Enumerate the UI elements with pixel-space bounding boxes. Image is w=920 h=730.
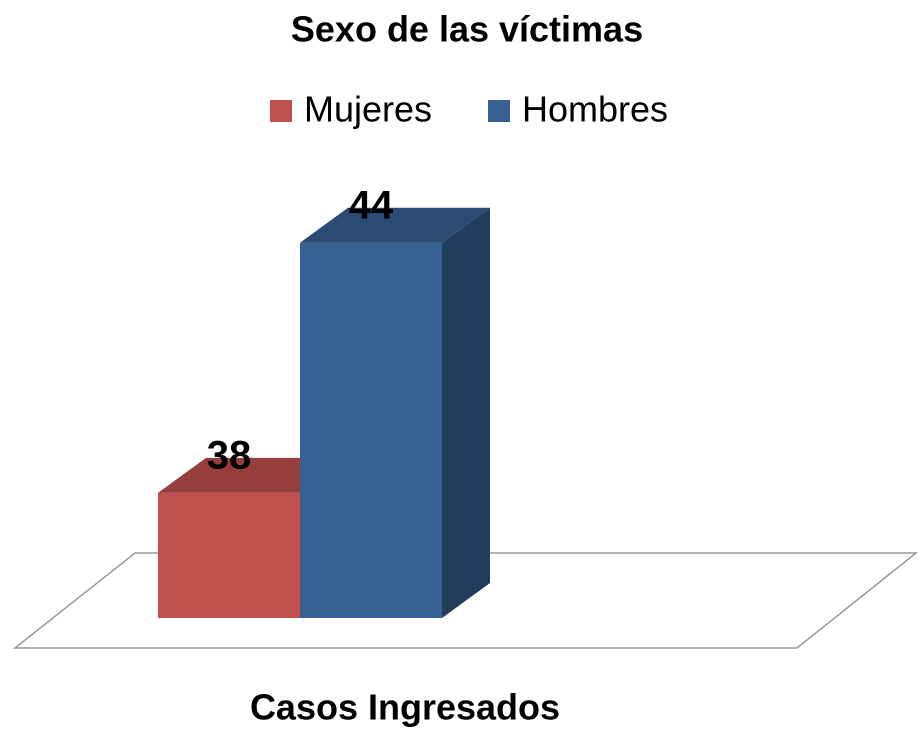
bar	[300, 242, 442, 618]
bar-side	[442, 207, 490, 618]
bar-top	[300, 207, 490, 243]
legend-label: Hombres	[522, 89, 668, 130]
legend-swatch	[488, 100, 510, 122]
value-label: 44	[349, 183, 394, 227]
legend-label: Mujeres	[304, 89, 432, 130]
legend-swatch	[270, 100, 292, 122]
x-tick-label: Casos Ingresados	[250, 687, 560, 728]
chart-title: Sexo de las víctimas	[291, 9, 643, 50]
bar	[158, 492, 300, 618]
value-label: 38	[207, 433, 252, 477]
